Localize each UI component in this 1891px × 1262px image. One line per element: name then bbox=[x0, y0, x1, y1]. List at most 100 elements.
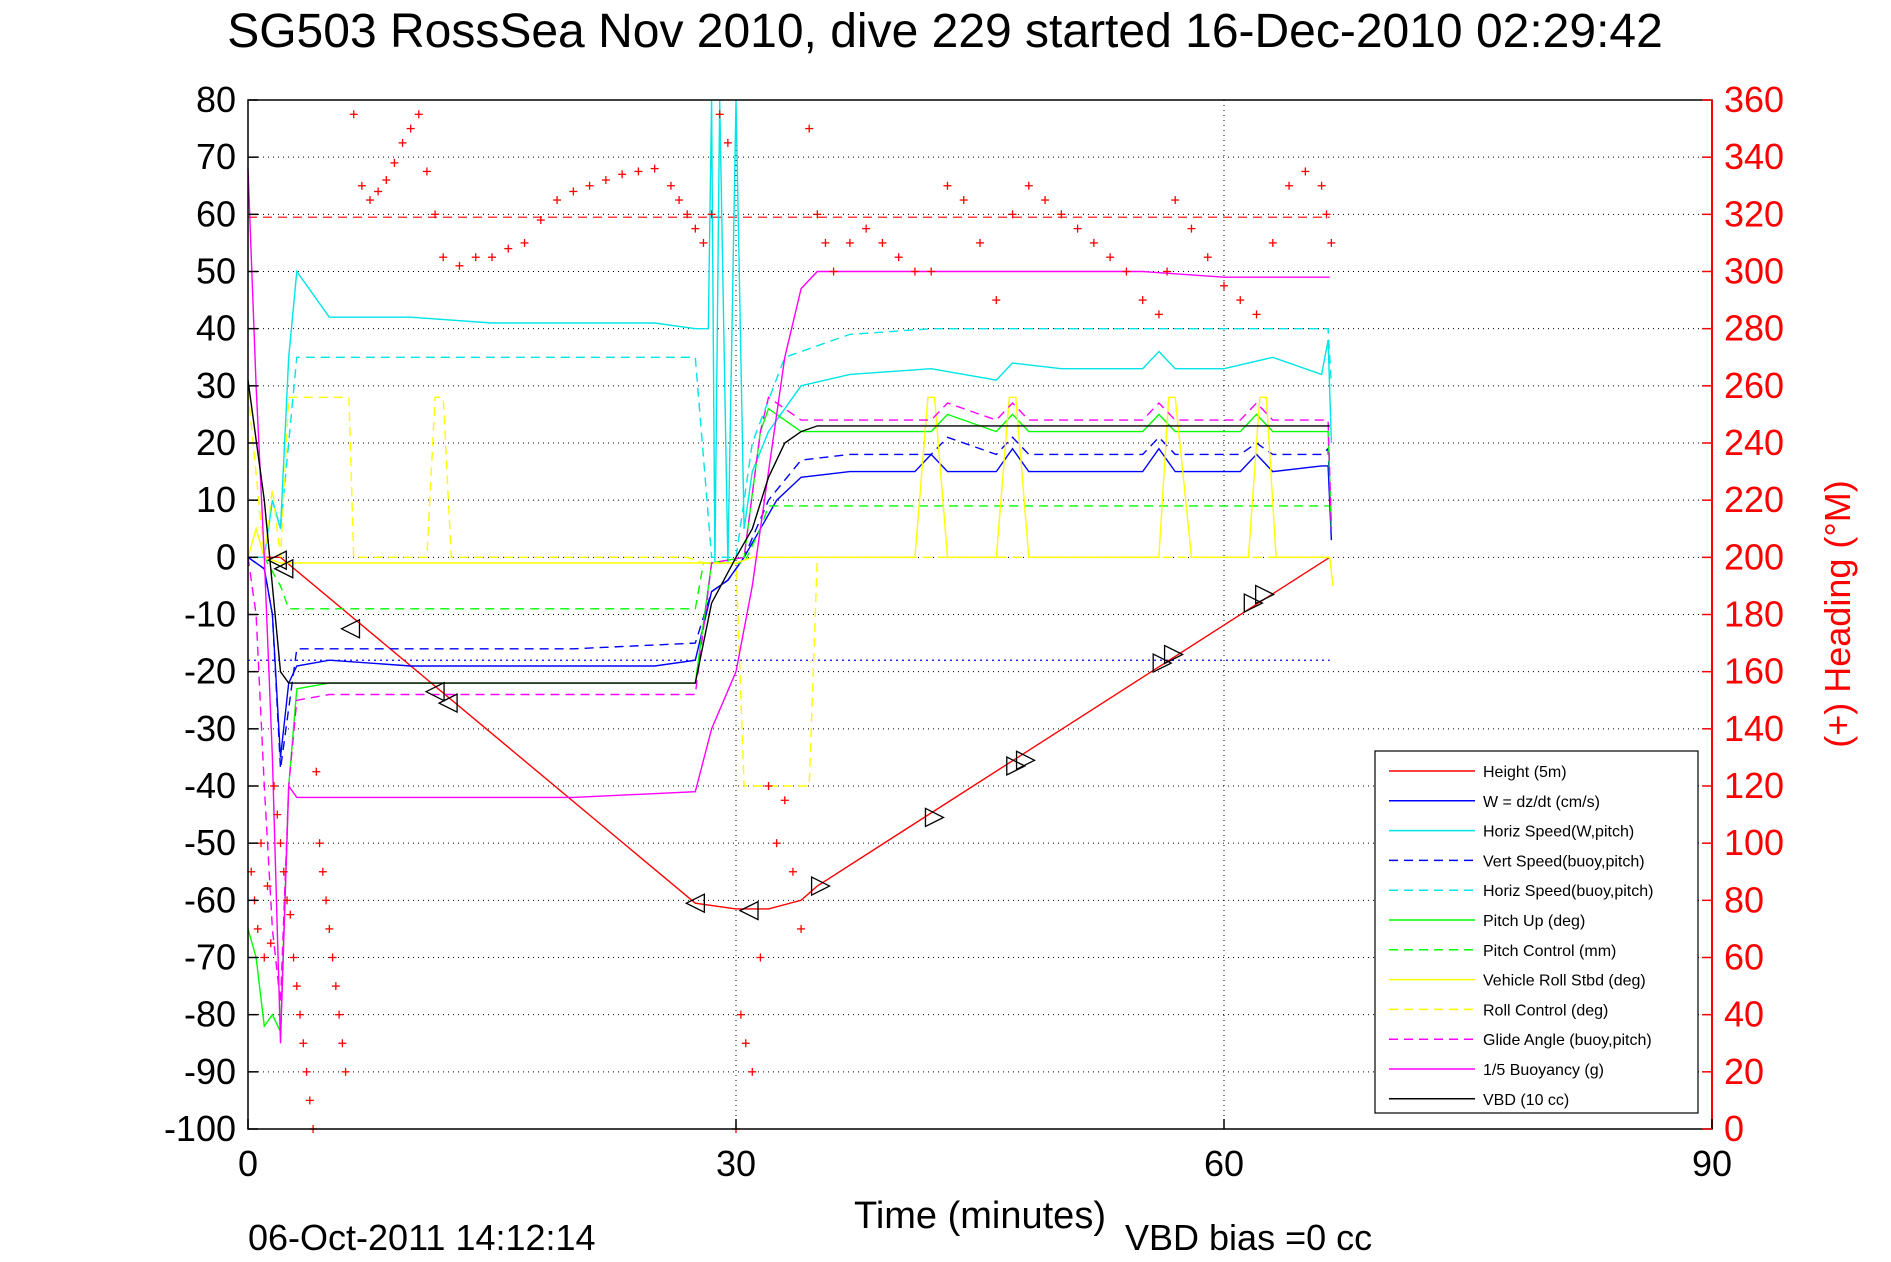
legend-entry: 1/5 Buoyancy (g) bbox=[1483, 1062, 1604, 1079]
heading-point bbox=[338, 1039, 347, 1048]
heading-point bbox=[322, 896, 331, 905]
x-tick-label: 90 bbox=[1692, 1143, 1732, 1184]
y-tick-label: 10 bbox=[196, 479, 236, 520]
y2-tick-label: 240 bbox=[1724, 422, 1784, 463]
y-tick-label: -30 bbox=[184, 708, 236, 749]
heading-point bbox=[398, 138, 407, 147]
heading-point bbox=[741, 1039, 750, 1048]
y2-tick-label: 140 bbox=[1724, 708, 1784, 749]
y2-tick-label: 80 bbox=[1724, 879, 1764, 920]
heading-point bbox=[601, 176, 610, 185]
heading-point bbox=[780, 796, 789, 805]
heading-point bbox=[504, 244, 513, 253]
heading-point bbox=[431, 210, 440, 219]
triangle-marker bbox=[424, 681, 445, 702]
y-tick-label: 40 bbox=[196, 308, 236, 349]
series-line-1 bbox=[248, 556, 1331, 910]
y2-tick-label: 360 bbox=[1724, 79, 1784, 120]
heading-point bbox=[1106, 253, 1115, 262]
y2-tick-label: 340 bbox=[1724, 136, 1784, 177]
heading-point bbox=[675, 196, 684, 205]
heading-point bbox=[976, 238, 984, 247]
y2-tick-label: 20 bbox=[1724, 1051, 1764, 1092]
heading-point bbox=[1317, 181, 1326, 190]
triangle-marker bbox=[810, 875, 832, 897]
y2-tick-label: 0 bbox=[1724, 1108, 1744, 1149]
legend-box bbox=[1374, 750, 1699, 1114]
y-tick-label: 0 bbox=[216, 536, 236, 577]
legend-entry: Vert Speed(buoy,pitch) bbox=[1483, 853, 1645, 870]
heading-point bbox=[1122, 267, 1131, 276]
heading-points bbox=[247, 110, 1336, 1133]
heading-point bbox=[736, 1010, 745, 1019]
heading-point bbox=[618, 170, 627, 179]
y-ticks: 80 70 60 50 40 30 20 10 0 -10 -20 -30 -40 -50 -60 -70 -8… bbox=[164, 79, 258, 1149]
series-line-11 bbox=[247, 168, 1330, 1044]
triangle-marker bbox=[273, 558, 294, 579]
heading-point bbox=[257, 839, 266, 848]
y2-tick-label: 180 bbox=[1724, 594, 1784, 635]
heading-point bbox=[279, 867, 288, 876]
heading-point bbox=[788, 867, 797, 876]
heading-point bbox=[349, 110, 358, 119]
heading-point bbox=[341, 1067, 350, 1076]
heading-point bbox=[273, 810, 282, 819]
heading-point bbox=[1252, 310, 1261, 319]
heading-point bbox=[1024, 181, 1033, 190]
heading-point bbox=[302, 1067, 311, 1076]
heading-point bbox=[1154, 310, 1163, 319]
series-line-5 bbox=[248, 328, 1333, 558]
legend-entry: Horiz Speed(buoy,pitch) bbox=[1483, 883, 1653, 900]
heading-point bbox=[699, 238, 708, 247]
heading-point bbox=[772, 839, 781, 848]
heading-point bbox=[829, 267, 838, 276]
y2-axis-label: (+) Heading (°M) bbox=[1817, 480, 1858, 747]
reference-lines bbox=[248, 216, 1330, 661]
heading-point bbox=[959, 196, 968, 205]
heading-point bbox=[943, 181, 952, 190]
y2-tick-label: 200 bbox=[1724, 536, 1784, 577]
footer-date: 06-Oct-2011 14:12:14 bbox=[248, 1217, 596, 1258]
heading-point bbox=[1057, 210, 1066, 219]
y2-tick-label: 260 bbox=[1724, 365, 1784, 406]
triangle-markers bbox=[266, 550, 1276, 921]
y-tick-label: -90 bbox=[184, 1051, 236, 1092]
heading-point bbox=[422, 167, 431, 176]
y-tick-label: 20 bbox=[196, 422, 236, 463]
heading-point bbox=[1073, 224, 1082, 233]
y-tick-label: -40 bbox=[184, 765, 236, 806]
triangle-marker bbox=[437, 693, 458, 714]
heading-point bbox=[707, 210, 716, 219]
x-axis-label: Time (minutes) bbox=[854, 1195, 1106, 1237]
y2-tick-label: 100 bbox=[1724, 822, 1784, 863]
heading-point bbox=[1041, 196, 1050, 205]
heading-point bbox=[1268, 238, 1277, 247]
heading-point bbox=[266, 939, 275, 948]
legend-entry: Vehicle Roll Stbd (deg) bbox=[1483, 973, 1646, 990]
legend-entry: Roll Control (deg) bbox=[1483, 1002, 1608, 1019]
legend-entry: Pitch Up (deg) bbox=[1483, 913, 1585, 930]
heading-point bbox=[805, 124, 814, 133]
heading-point bbox=[1203, 253, 1212, 262]
heading-point bbox=[650, 164, 659, 173]
triangle-marker bbox=[1152, 653, 1173, 674]
heading-point bbox=[382, 176, 391, 185]
x-ticks: 0 30 60 90 bbox=[238, 1119, 1732, 1184]
y-tick-label: -60 bbox=[184, 879, 236, 920]
legend-entry: Horiz Speed(W,pitch) bbox=[1483, 824, 1634, 841]
heading-point bbox=[756, 953, 765, 962]
y2-tick-label: 120 bbox=[1724, 765, 1784, 806]
heading-point bbox=[1301, 167, 1310, 176]
y-tick-label: -100 bbox=[164, 1108, 236, 1149]
heading-point bbox=[585, 181, 594, 190]
series-line-4 bbox=[247, 436, 1333, 769]
heading-point bbox=[270, 782, 279, 790]
chart-title: SG503 RossSea Nov 2010, dive 229 started… bbox=[227, 5, 1663, 58]
triangle-marker bbox=[1006, 755, 1027, 777]
y-tick-label: -50 bbox=[184, 822, 236, 863]
heading-point bbox=[748, 1067, 757, 1076]
heading-point bbox=[1163, 267, 1172, 276]
heading-point bbox=[878, 238, 887, 247]
series-line-2 bbox=[247, 447, 1333, 758]
